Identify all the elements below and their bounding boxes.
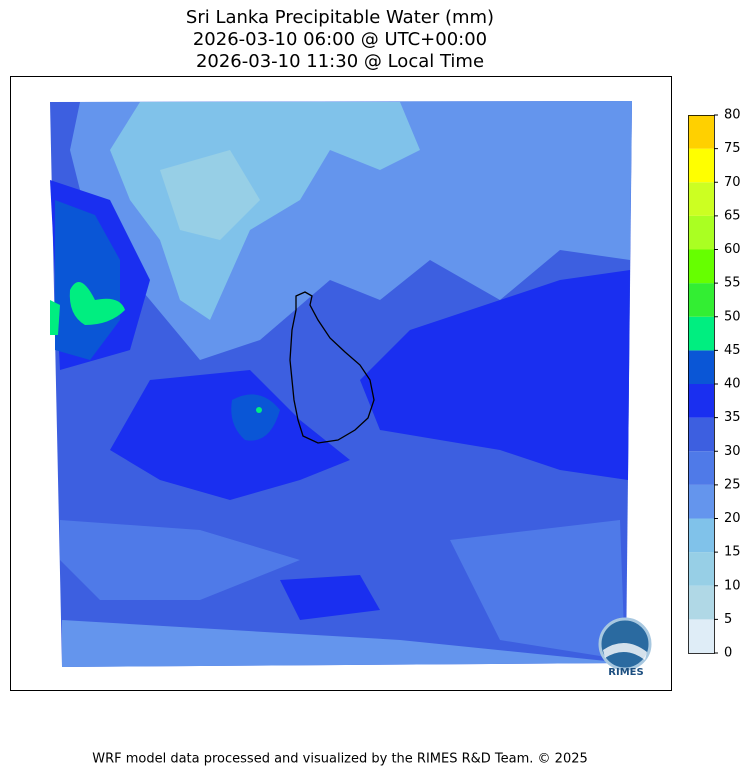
colorbar-band xyxy=(688,182,714,216)
title-line: 2026-03-10 11:30 @ Local Time xyxy=(196,51,484,72)
colorbar-band xyxy=(688,484,714,519)
tick-label: 25 xyxy=(724,477,741,492)
colorbar-band xyxy=(688,148,714,183)
tick-label: 40 xyxy=(724,377,741,392)
tick-label: 0 xyxy=(724,646,732,661)
tick-label: 55 xyxy=(724,276,741,291)
colorbar-band xyxy=(688,350,714,384)
colorbar-band xyxy=(688,384,714,418)
tick-label: 45 xyxy=(724,343,741,358)
title-line: Sri Lanka Precipitable Water (mm) xyxy=(186,7,494,28)
tick-label: 20 xyxy=(724,511,741,526)
title-line: 2026-03-10 06:00 @ UTC+00:00 xyxy=(193,29,487,50)
colorbar-band xyxy=(688,451,714,485)
colorbar-band xyxy=(688,518,714,553)
tick-label: 65 xyxy=(724,208,741,223)
colorbar-band xyxy=(688,249,714,284)
coastline xyxy=(289,291,375,444)
colorbar-band xyxy=(688,115,714,149)
tick-label: 80 xyxy=(724,108,741,123)
tick-label: 30 xyxy=(724,444,741,459)
logo-text: RIMES xyxy=(608,667,643,678)
tick-label: 5 xyxy=(724,612,732,627)
colorbar-band xyxy=(688,215,714,250)
tick-label: 60 xyxy=(724,242,741,257)
colorbar-band xyxy=(688,585,714,620)
colorbar-band xyxy=(688,283,714,317)
tick-label: 15 xyxy=(724,545,741,560)
footer: WRF model data processed and visualized … xyxy=(92,752,588,767)
colorbar-frame xyxy=(688,115,715,654)
colorbar-band xyxy=(688,316,714,351)
tick-label: 75 xyxy=(724,141,741,156)
tick-label: 50 xyxy=(724,309,741,324)
tick-label: 35 xyxy=(724,410,741,425)
tick-label: 10 xyxy=(724,578,741,593)
logo: RIMES xyxy=(598,617,652,678)
colorbar-band xyxy=(688,552,714,586)
colorbar-band xyxy=(688,417,714,452)
colorbar-band xyxy=(688,619,714,653)
tick-label: 70 xyxy=(724,175,741,190)
colorbar: 0 5 10 15 20 25 30 35 40 45 50 55 60 65 70 75 80 xyxy=(688,108,741,661)
map-field xyxy=(50,101,632,667)
